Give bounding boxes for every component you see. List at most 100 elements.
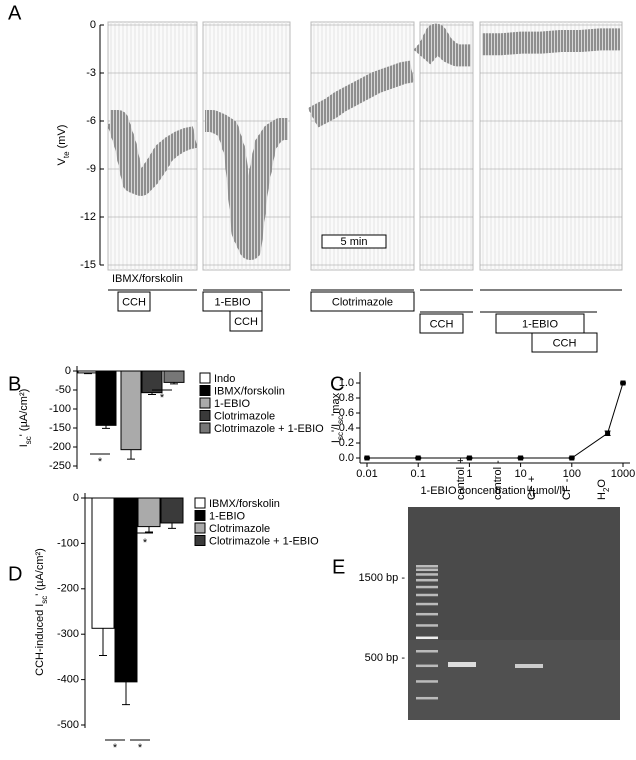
treatment-label: Clotrimazole [332, 296, 393, 308]
error-bar [84, 372, 92, 375]
y-tick-label: 0.2 [339, 437, 354, 449]
bar [160, 497, 184, 524]
significance-mark: * [160, 392, 165, 404]
text-part: sc [336, 432, 345, 440]
legend-label: Indo [214, 373, 235, 385]
legend-label: Clotrimazole [214, 410, 275, 422]
ladder-band [416, 612, 438, 616]
ladder-band [416, 568, 438, 572]
ladder-band [416, 565, 438, 568]
text-part: CF + [526, 476, 538, 500]
y-axis-label: Isc'/Isc'max [330, 392, 345, 443]
y-tick-label: -100 [49, 403, 71, 415]
legend-label: 1-EBIO [214, 398, 251, 410]
y-tick-label: 0.0 [339, 452, 354, 464]
bar [137, 497, 161, 528]
treatment-label: CCH [234, 316, 258, 328]
text-part: sc [40, 596, 49, 604]
text-part: ' (µA/cm²) [34, 548, 46, 596]
significance-mark: * [143, 537, 148, 549]
ladder-band [416, 593, 438, 597]
error-bar [122, 681, 130, 706]
significance-mark: * [113, 742, 118, 754]
trace [106, 110, 199, 196]
y-tick-label: 0.8 [339, 392, 354, 404]
bar [120, 370, 142, 451]
lane-label: CF - [561, 478, 573, 500]
bar [141, 370, 163, 394]
y-axis-label: CCH-induced Isc' (µA/cm²) [34, 548, 49, 676]
legend-swatch [199, 422, 211, 434]
y-tick-label: -150 [49, 422, 71, 434]
text-part: I [330, 440, 342, 443]
text-part: sc [24, 436, 33, 444]
bar [91, 497, 115, 629]
y-tick-label: -3 [86, 67, 96, 79]
y-tick-label: -250 [49, 460, 71, 472]
fit-line [367, 382, 624, 459]
ladder-band [416, 602, 438, 606]
legend-swatch [194, 497, 206, 509]
trace [201, 110, 292, 260]
legend-swatch [194, 535, 206, 546]
bar [95, 370, 117, 426]
data-point [415, 455, 421, 461]
x-tick-label: 100 [563, 468, 581, 480]
data-point [518, 455, 524, 461]
y-tick-label: 0 [65, 365, 71, 377]
legend-swatch [194, 522, 206, 534]
gel-glow [408, 640, 620, 720]
x-tick-label: 1 [466, 468, 472, 480]
significance-mark: * [138, 742, 143, 754]
text-part: CCH-induced I [34, 604, 46, 676]
trace [482, 28, 620, 56]
panel-label: E [332, 556, 345, 578]
y-tick-label: 0 [73, 492, 79, 504]
error-bar [127, 449, 135, 460]
error-bar [170, 382, 178, 385]
text-part: ' (µA/cm²) [18, 389, 30, 437]
significance-mark: * [98, 456, 103, 468]
panel-label: C [330, 373, 344, 395]
y-tick-label: 1.0 [339, 377, 354, 389]
legend-label: IBMX/forskolin [209, 498, 280, 510]
y-tick-label: -50 [55, 384, 71, 396]
trace [307, 60, 414, 128]
treatment-label: 1-EBIO [522, 318, 559, 330]
legend-swatch [199, 397, 211, 409]
text-part: I [18, 444, 30, 447]
y-tick-label: -6 [86, 115, 96, 127]
ladder-band [416, 585, 438, 589]
x-tick-label: 10 [514, 468, 526, 480]
data-point [466, 455, 472, 461]
marker-label: 500 bp - [365, 652, 406, 664]
bar [114, 497, 138, 683]
scale-label: 5 min [341, 236, 368, 248]
text-part: CF - [561, 478, 573, 500]
ladder-band [416, 573, 438, 576]
treatment-label: CCH [553, 337, 577, 349]
y-tick-label: 0.4 [339, 422, 354, 434]
y-tick-label: 0.6 [339, 407, 354, 419]
text-part: V [56, 157, 68, 165]
error-bar [168, 522, 176, 529]
ladder-band [416, 578, 438, 582]
legend-label: 1-EBIO [209, 510, 246, 522]
legend-swatch [199, 410, 211, 421]
treatment-box [117, 291, 151, 312]
text-part: O [596, 479, 608, 488]
y-tick-label: -9 [86, 163, 96, 175]
sample-band [515, 664, 543, 668]
text-part: (mV) [56, 125, 68, 152]
lane-label: CF + [526, 476, 538, 500]
ladder-band [416, 650, 438, 653]
treatment-box [229, 310, 263, 332]
legend-label: Clotrimazole [209, 523, 270, 535]
legend-label: Clotrimazole + 1-EBIO [209, 535, 319, 547]
text-part: control - [492, 460, 504, 500]
text-part: control + [455, 458, 467, 501]
bar [163, 370, 185, 383]
y-tick-label: -200 [57, 583, 79, 595]
data-point [364, 455, 370, 461]
